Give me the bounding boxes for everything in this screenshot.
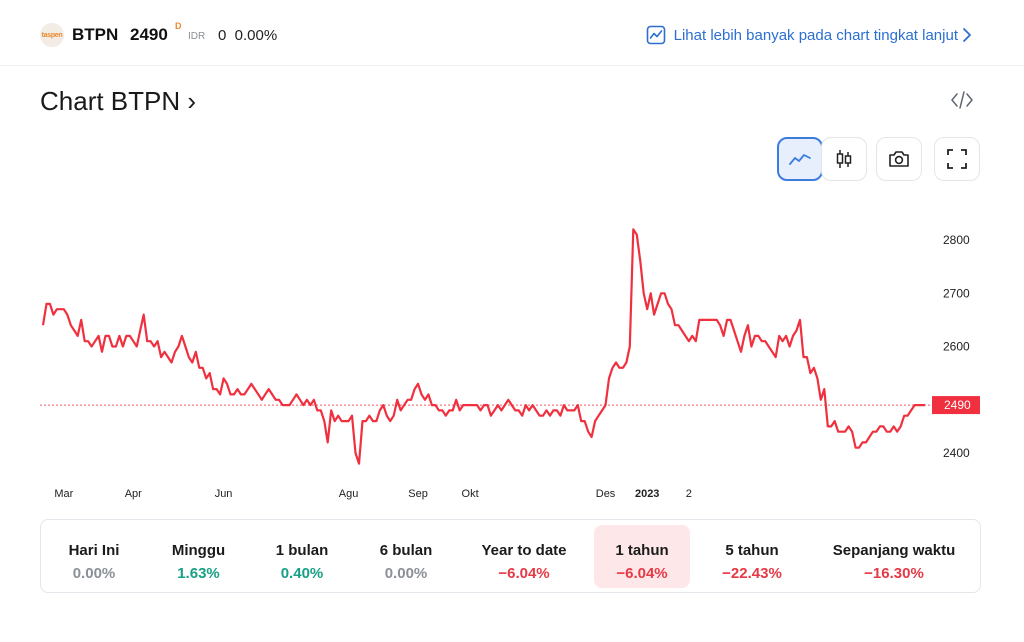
line-chart-icon (789, 154, 811, 165)
period-change-value: −6.04% (616, 565, 668, 582)
period-label: 5 tahun (725, 542, 779, 559)
x-tick-label: Apr (125, 488, 142, 500)
period-1-bulan[interactable]: 1 bulan 0.40% (259, 525, 345, 588)
period-minggu[interactable]: Minggu 1.63% (156, 525, 241, 588)
fullscreen-button[interactable] (934, 137, 980, 181)
period-change-value: 0.00% (384, 565, 428, 582)
period-change-value: 0.40% (280, 565, 324, 582)
current-price: 2490 (130, 25, 168, 44)
period-sepanjang-waktu[interactable]: Sepanjang waktu −16.30% (813, 525, 975, 588)
period-label: 1 tahun (615, 542, 669, 559)
line-chart-button[interactable] (777, 137, 823, 181)
ticker-symbol: BTPN (72, 25, 119, 44)
company-logo: taspen (40, 23, 64, 47)
period-label: 1 bulan (275, 542, 329, 559)
camera-icon (889, 151, 909, 167)
period-year-to-date[interactable]: Year to date −6.04% (469, 525, 579, 588)
header-bar: taspen BTPN 2490 D IDR 0 0.00% Lihat leb… (0, 0, 1024, 66)
period-label: 6 bulan (379, 542, 433, 559)
x-tick-label: 2 (686, 488, 692, 500)
current-price-tag-label: 2490 (944, 398, 971, 412)
period-change-value: 0.00% (72, 565, 116, 582)
candlestick-chart-button[interactable] (821, 137, 867, 181)
period-5-tahun[interactable]: 5 tahun −22.43% (704, 525, 800, 588)
period-change-value: −22.43% (722, 565, 782, 582)
y-tick-label: 2600 (943, 340, 970, 354)
chart-trend-icon (646, 25, 665, 45)
x-tick-label: 2023 (635, 488, 659, 500)
x-tick-label: Des (596, 488, 616, 500)
period-label: Minggu (171, 542, 226, 559)
y-tick-label: 2800 (943, 233, 970, 247)
x-tick-label: Okt (462, 488, 479, 500)
price-change: 0 0.00% (218, 27, 278, 44)
advanced-chart-link[interactable]: Lihat lebih banyak pada chart tingkat la… (646, 24, 958, 46)
period-change-value: −6.04% (498, 565, 550, 582)
code-embed-icon[interactable] (950, 90, 974, 110)
period-1-tahun[interactable]: 1 tahun −6.04% (594, 525, 690, 588)
price-chart[interactable]: 2400 2600 2700 2800 2490 Mar Apr Jun Agu Sep Okt De… (0, 190, 1024, 510)
period-label: Hari Ini (68, 542, 120, 559)
price-series-line (41, 228, 925, 465)
advanced-chart-link-label: Lihat lebih banyak pada chart tingkat la… (673, 26, 958, 44)
x-tick-label: Mar (54, 488, 73, 500)
currency-label: IDR (188, 31, 206, 42)
fullscreen-icon (947, 149, 967, 169)
candlestick-icon (836, 150, 852, 168)
period-change-value: −16.30% (864, 565, 924, 582)
price-marker: D (175, 21, 182, 31)
period-label: Sepanjang waktu (832, 542, 956, 559)
chevron-right-icon[interactable] (960, 26, 974, 44)
performance-periods: Hari Ini 0.00% Minggu 1.63% 1 bulan 0.40% 6 bu… (40, 519, 981, 593)
x-tick-label: Agu (339, 488, 359, 500)
x-tick-label: Sep (408, 488, 428, 500)
x-tick-label: Jun (215, 488, 233, 500)
screenshot-button[interactable] (876, 137, 922, 181)
y-tick-label: 2400 (943, 446, 970, 460)
period-label: Year to date (481, 542, 567, 559)
period-6-bulan[interactable]: 6 bulan 0.00% (363, 525, 449, 588)
period-change-value: 1.63% (177, 565, 220, 582)
chart-title[interactable]: Chart BTPN › (40, 86, 197, 116)
y-tick-label: 2700 (943, 286, 970, 300)
current-price-tag (932, 396, 980, 415)
period-hari-ini[interactable]: Hari Ini 0.00% (53, 525, 135, 588)
